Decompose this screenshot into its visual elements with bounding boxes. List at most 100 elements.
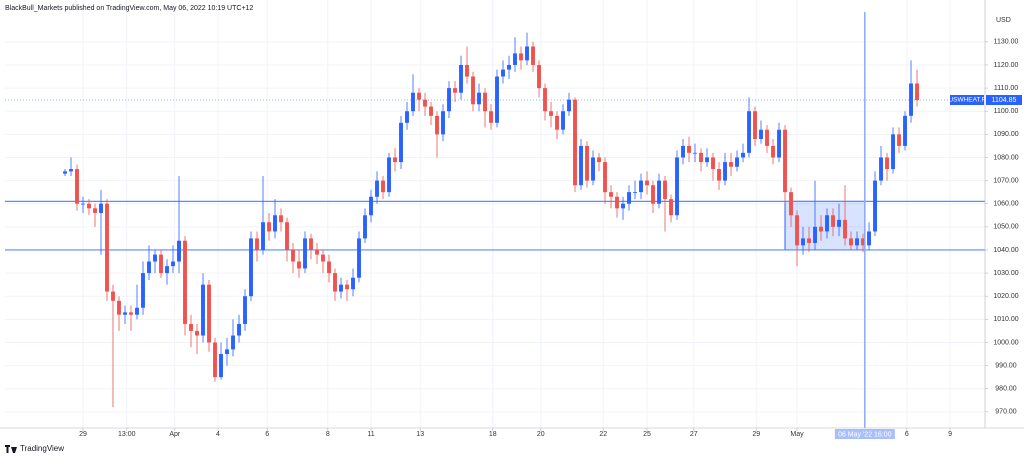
candle-body bbox=[387, 157, 391, 193]
candle-body bbox=[363, 215, 367, 239]
candle-body bbox=[471, 76, 475, 105]
candle-body bbox=[723, 162, 727, 181]
candle-body bbox=[327, 261, 331, 274]
candle-body bbox=[339, 284, 343, 292]
candle-body bbox=[801, 238, 805, 246]
y-tick-label: 1130.00 bbox=[994, 39, 1019, 46]
candle-body bbox=[669, 199, 673, 216]
candle-body bbox=[405, 111, 409, 123]
x-tick-label: 22 bbox=[599, 431, 607, 438]
symbol-label-bg bbox=[950, 95, 984, 106]
candle-body bbox=[879, 157, 883, 181]
candle-body bbox=[267, 222, 271, 232]
y-tick-label: 1030.00 bbox=[993, 270, 1018, 277]
y-tick-label: 1070.00 bbox=[993, 177, 1018, 184]
candle-body bbox=[417, 92, 421, 100]
candle-body bbox=[681, 145, 685, 158]
candle-body bbox=[69, 169, 73, 172]
candle-body bbox=[567, 99, 571, 112]
candle-body bbox=[651, 185, 655, 204]
x-tick-label: May bbox=[790, 431, 804, 438]
candle-body bbox=[771, 145, 775, 158]
candle-body bbox=[357, 238, 361, 278]
candle-body bbox=[297, 261, 301, 269]
candle-body bbox=[177, 240, 181, 262]
candle-body bbox=[99, 203, 103, 213]
candle-body bbox=[747, 111, 751, 153]
candle-body bbox=[843, 219, 847, 239]
candle-body bbox=[657, 180, 661, 204]
candle-body bbox=[885, 157, 889, 170]
candle-body bbox=[741, 152, 745, 158]
candle-body bbox=[633, 192, 637, 193]
candle-body bbox=[249, 238, 253, 297]
candle-body bbox=[195, 330, 199, 336]
candle-body bbox=[807, 238, 811, 244]
x-tick-label: Apr bbox=[169, 431, 181, 438]
x-tick-label: 4 bbox=[216, 431, 220, 438]
candle-body bbox=[87, 203, 91, 209]
candle-body bbox=[477, 92, 481, 105]
candle-body bbox=[831, 215, 835, 227]
y-tick-label: 980.00 bbox=[995, 386, 1017, 393]
candle-body bbox=[453, 88, 457, 93]
price-label-bg bbox=[986, 95, 1022, 106]
plot bbox=[5, 0, 985, 428]
candle-body bbox=[435, 115, 439, 135]
candle-body bbox=[81, 203, 85, 205]
candle-body bbox=[303, 238, 307, 269]
candle-body bbox=[153, 254, 157, 262]
candle-body bbox=[147, 261, 151, 274]
candle-body bbox=[909, 83, 913, 116]
candle-body bbox=[765, 129, 769, 146]
candle-body bbox=[777, 129, 781, 158]
y-tick-label: 990.00 bbox=[995, 362, 1017, 369]
candle-body bbox=[573, 99, 577, 186]
price-label: 1104.85 bbox=[992, 97, 1017, 104]
candle-body bbox=[375, 180, 379, 197]
candle-body bbox=[411, 92, 415, 112]
y-tick-label: 1080.00 bbox=[993, 154, 1018, 161]
y-tick-label: 1100.00 bbox=[994, 108, 1019, 115]
candle-body bbox=[315, 249, 319, 255]
header: BlackBull_Markets published on TradingVi… bbox=[5, 5, 253, 12]
candle-body bbox=[627, 192, 631, 204]
candle-body bbox=[867, 231, 871, 246]
candle-body bbox=[585, 145, 589, 181]
x-tick-label: 20 bbox=[537, 431, 545, 438]
logo: TradingView bbox=[5, 444, 64, 453]
y-tick-label: 1050.00 bbox=[993, 224, 1018, 231]
candle-body bbox=[135, 307, 139, 315]
candle-body bbox=[369, 196, 373, 216]
candle-body bbox=[495, 76, 499, 123]
candle-body bbox=[891, 134, 895, 170]
candle-body bbox=[537, 64, 541, 89]
candle-body bbox=[105, 203, 109, 292]
candle-body bbox=[717, 169, 721, 181]
candle-body bbox=[621, 203, 625, 209]
candle-body bbox=[795, 215, 799, 246]
y-tick-label: 1020.00 bbox=[993, 293, 1018, 300]
candle-body bbox=[231, 335, 235, 350]
candle-body bbox=[579, 145, 583, 186]
candle-body bbox=[75, 169, 79, 204]
candle-body bbox=[519, 53, 523, 61]
candle-body bbox=[675, 157, 679, 216]
candle-body bbox=[219, 354, 223, 378]
x-tick-label: 18 bbox=[489, 431, 497, 438]
candle-body bbox=[489, 111, 493, 123]
candle-body bbox=[399, 122, 403, 163]
candle-body bbox=[201, 284, 205, 336]
y-tick-label: 1010.00 bbox=[993, 316, 1018, 323]
crosshair-label: 06 May '22 16:00 bbox=[838, 431, 892, 438]
candle-body bbox=[603, 162, 607, 193]
y-tick-label: 1000.00 bbox=[993, 339, 1018, 346]
candle-body bbox=[129, 312, 133, 315]
x-tick-label: 25 bbox=[643, 431, 651, 438]
candle-body bbox=[591, 157, 595, 181]
candle-body bbox=[261, 222, 265, 250]
x-tick-label: 29 bbox=[79, 431, 87, 438]
candle-body bbox=[789, 192, 793, 216]
candle-body bbox=[291, 249, 295, 262]
